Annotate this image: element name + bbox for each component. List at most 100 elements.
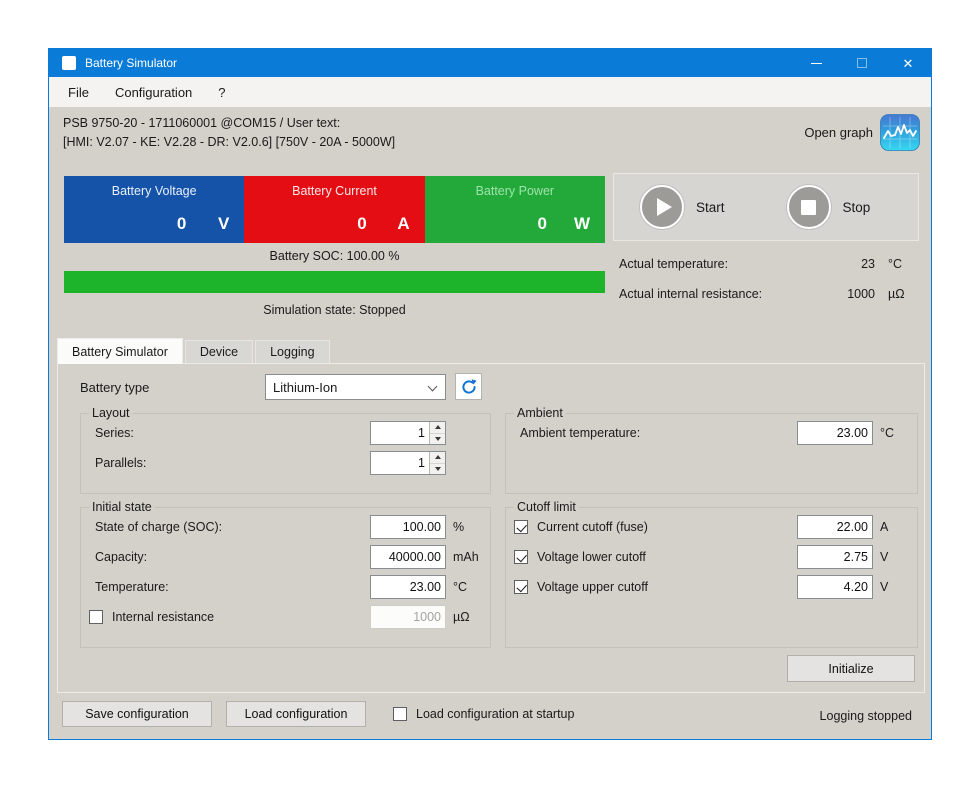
- close-icon: ✕: [902, 55, 914, 71]
- battery-voltage-meter: Battery Voltage 0 V: [64, 176, 245, 243]
- window-title: Battery Simulator: [85, 56, 178, 70]
- initial-state-group-title: Initial state: [92, 500, 152, 514]
- menu-file[interactable]: File: [68, 84, 89, 100]
- temperature-field: [370, 575, 446, 599]
- soc-row: State of charge (SOC): %: [89, 515, 482, 539]
- internal-resistance-unit: µΩ: [453, 610, 470, 624]
- capacity-field: [370, 545, 446, 569]
- battery-power-unit: W: [573, 214, 590, 233]
- minimize-icon: [810, 62, 822, 64]
- open-graph-button[interactable]: [880, 114, 920, 151]
- soc-field: [370, 515, 446, 539]
- series-decrement-button[interactable]: [430, 433, 445, 444]
- spinner-down-icon: [434, 436, 441, 441]
- voltage-upper-cutoff-input[interactable]: [798, 576, 872, 598]
- actual-resistance-readout: Actual internal resistance: 1000 µΩ: [619, 287, 907, 301]
- current-cutoff-input[interactable]: [798, 516, 872, 538]
- stop-label: Stop: [842, 199, 871, 215]
- parallels-spinner: [370, 451, 446, 475]
- soc-progress-bar: [64, 271, 605, 293]
- parallels-label: Parallels:: [95, 456, 147, 470]
- tab-strip: Battery Simulator Device Logging: [49, 337, 931, 364]
- current-cutoff-checkbox[interactable]: [514, 520, 528, 534]
- device-info-line2: [HMI: V2.07 - KE: V2.28 - DR: V2.0.6] [7…: [63, 135, 396, 149]
- start-label: Start: [696, 199, 725, 215]
- cutoff-limit-group: Cutoff limit Current cutoff (fuse) A Vol…: [505, 500, 918, 648]
- menu-bar: File Configuration ?: [49, 77, 931, 107]
- battery-voltage-value: 0: [176, 214, 187, 233]
- series-label: Series:: [95, 426, 134, 440]
- minimize-button[interactable]: [793, 49, 839, 77]
- simulation-control-panel: Start Stop: [613, 173, 919, 241]
- temperature-unit: °C: [453, 580, 468, 594]
- voltage-upper-cutoff-label: Voltage upper cutoff: [537, 580, 648, 594]
- tab-logging[interactable]: Logging: [255, 340, 330, 363]
- load-at-startup-option: Load configuration at startup: [393, 707, 574, 721]
- capacity-label: Capacity:: [95, 550, 148, 564]
- refresh-battery-type-button[interactable]: [455, 373, 482, 400]
- device-info-bar: PSB 9750-20 - 1711060001 @COM15 / User t…: [49, 107, 931, 159]
- parallels-increment-button[interactable]: [430, 452, 445, 464]
- series-row: Series:: [89, 421, 482, 445]
- menu-help[interactable]: ?: [218, 84, 226, 100]
- soc-bar-fill: [64, 271, 605, 293]
- voltage-upper-cutoff-checkbox[interactable]: [514, 580, 528, 594]
- voltage-lower-cutoff-checkbox[interactable]: [514, 550, 528, 564]
- actual-resistance-label: Actual internal resistance:: [619, 287, 763, 301]
- actual-temperature-readout: Actual temperature: 23 °C: [619, 257, 907, 271]
- battery-voltage-label: Battery Voltage: [111, 184, 197, 198]
- save-configuration-button[interactable]: Save configuration: [62, 701, 212, 727]
- ambient-temperature-unit: °C: [880, 426, 895, 440]
- close-button[interactable]: ✕: [885, 49, 931, 77]
- refresh-icon: [461, 378, 477, 394]
- battery-power-meter: Battery Power 0 W: [424, 176, 605, 243]
- battery-type-select[interactable]: Lithium-Ion: [265, 374, 446, 400]
- voltage-upper-cutoff-unit: V: [880, 580, 889, 594]
- battery-simulator-tab-panel: Battery type Lithium-Ion Layout Series:: [57, 363, 925, 693]
- ambient-temperature-field: [797, 421, 873, 445]
- stop-icon: [786, 185, 831, 229]
- internal-resistance-field: [370, 605, 446, 629]
- ambient-group: Ambient Ambient temperature: °C: [505, 406, 918, 494]
- series-spinner: [370, 421, 446, 445]
- device-info-text: PSB 9750-20 - 1711060001 @COM15 / User t…: [63, 114, 395, 152]
- battery-voltage-unit: V: [217, 214, 230, 233]
- ambient-temperature-input[interactable]: [798, 422, 872, 444]
- load-at-startup-checkbox[interactable]: [393, 707, 407, 721]
- series-input[interactable]: [371, 422, 429, 444]
- tab-device[interactable]: Device: [184, 340, 254, 363]
- initialize-button[interactable]: Initialize: [787, 655, 915, 682]
- internal-resistance-input: [371, 606, 445, 628]
- current-cutoff-row: Current cutoff (fuse) A: [514, 515, 909, 539]
- battery-current-label: Battery Current: [292, 184, 377, 198]
- spinner-up-icon: [434, 455, 441, 460]
- device-info-line1: PSB 9750-20 - 1711060001 @COM15 / User t…: [63, 116, 341, 130]
- battery-type-value: Lithium-Ion: [273, 379, 338, 395]
- spinner-up-icon: [434, 425, 441, 430]
- menu-configuration[interactable]: Configuration: [114, 84, 193, 100]
- series-increment-button[interactable]: [430, 422, 445, 434]
- parallels-decrement-button[interactable]: [430, 463, 445, 474]
- initial-state-group: Initial state State of charge (SOC): % C…: [80, 500, 491, 648]
- temperature-input[interactable]: [371, 576, 445, 598]
- internal-resistance-checkbox[interactable]: [89, 610, 103, 624]
- ambient-group-title: Ambient: [517, 406, 563, 420]
- tab-battery-simulator[interactable]: Battery Simulator: [57, 338, 183, 364]
- parallels-input[interactable]: [371, 452, 429, 474]
- start-button[interactable]: Start: [640, 185, 725, 229]
- actual-temperature-value: 23: [861, 257, 875, 271]
- load-at-startup-label: Load configuration at startup: [416, 707, 575, 721]
- capacity-unit: mAh: [453, 550, 479, 564]
- stop-button[interactable]: Stop: [786, 185, 871, 229]
- battery-power-label: Battery Power: [475, 184, 555, 198]
- title-bar: Battery Simulator ✕: [49, 49, 931, 77]
- ambient-temperature-label: Ambient temperature:: [520, 426, 641, 440]
- spinner-down-icon: [434, 466, 441, 471]
- status-section: Battery Voltage 0 V Battery Current 0 A …: [49, 159, 931, 337]
- capacity-input[interactable]: [371, 546, 445, 568]
- battery-soc-label: Battery SOC: 100.00 %: [269, 249, 400, 263]
- load-configuration-button[interactable]: Load configuration: [226, 701, 366, 727]
- voltage-lower-cutoff-input[interactable]: [798, 546, 872, 568]
- soc-input[interactable]: [371, 516, 445, 538]
- maximize-button[interactable]: [839, 49, 885, 77]
